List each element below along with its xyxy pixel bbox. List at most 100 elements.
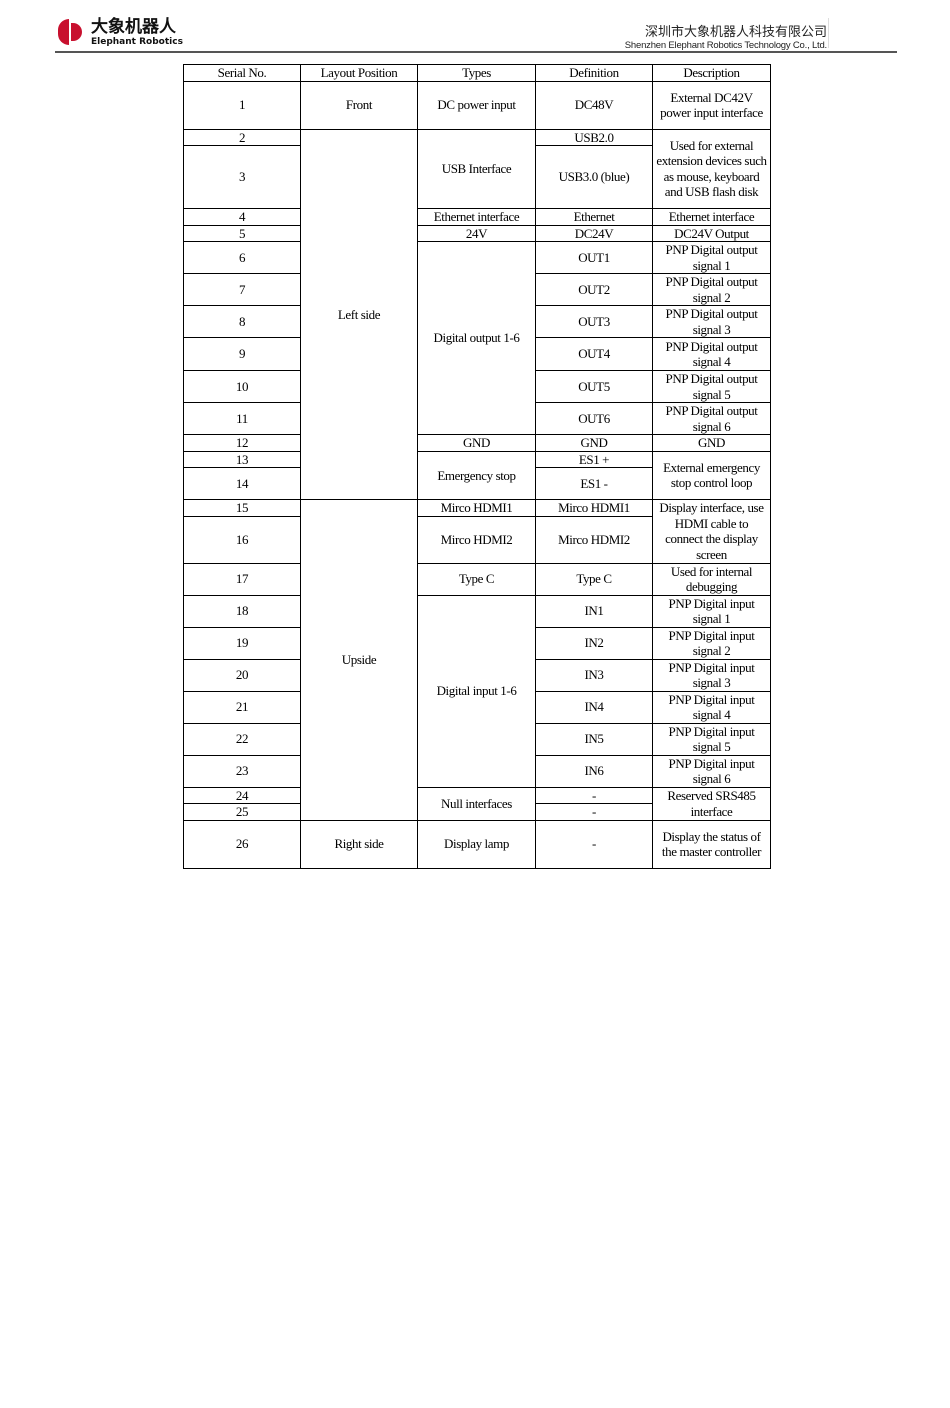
- header-divider: [828, 18, 829, 48]
- serial-cell: 8: [183, 305, 301, 338]
- definition-cell: OUT5: [535, 370, 653, 403]
- table-row: 2 Left side USB Interface USB2.0 Used for ex…: [183, 128, 771, 500]
- description-cell: GND: [652, 434, 771, 452]
- serial-cell: 22: [183, 722, 301, 756]
- type-cell: Null interfaces: [417, 786, 536, 821]
- column-header: Serial No.: [183, 64, 301, 82]
- serial-cell: 1: [183, 80, 301, 130]
- table-row: 23 IN6 PNP Digital input signal 6: [183, 754, 771, 788]
- table-row: 16 Mirco HDMI2 Mirco HDMI2: [183, 515, 771, 564]
- serial-cell: 19: [183, 626, 301, 660]
- table-row: 3 USB3.0 (blue): [183, 145, 771, 209]
- description-cell: PNP Digital input signal 3: [652, 658, 771, 692]
- definition-cell: IN5: [535, 722, 653, 756]
- serial-cell: 21: [183, 690, 301, 724]
- serial-cell: 10: [183, 370, 301, 403]
- description-cell: External DC42V power input interface: [652, 80, 771, 130]
- table-row: 17 Type C Type C Used for internal debuggin…: [183, 562, 771, 596]
- definition-cell: OUT3: [535, 305, 653, 338]
- logo-name-en: Elephant Robotics: [91, 36, 183, 47]
- type-cell: Display lamp: [417, 819, 536, 869]
- layout-position-cell: Right side: [300, 819, 418, 869]
- table-row: 21 IN4 PNP Digital input signal 4: [183, 690, 771, 724]
- table-row: 5 24V DC24V DC24V Output: [183, 224, 771, 242]
- type-cell: Ethernet interface: [417, 208, 536, 226]
- serial-cell: 5: [183, 224, 301, 242]
- serial-cell: 16: [183, 515, 301, 564]
- definition-cell: Type C: [535, 562, 653, 596]
- layout-position-cell: Front: [300, 80, 418, 130]
- type-cell: 24V: [417, 224, 536, 242]
- description-cell: PNP Digital input signal 5: [652, 722, 771, 756]
- table-row: 1 Front DC power input DC48V External DC42V …: [183, 80, 771, 130]
- description-cell: Used for external extension devices such…: [652, 128, 771, 209]
- description-cell: Used for internal debugging: [652, 562, 771, 596]
- logo-name-cn: 大象机器人: [91, 16, 176, 37]
- definition-cell: OUT4: [535, 337, 653, 371]
- definition-cell: GND: [535, 434, 653, 452]
- serial-cell: 6: [183, 241, 301, 274]
- column-header: Description: [652, 64, 771, 82]
- table-row: 10 OUT5 PNP Digital output signal 5: [183, 370, 771, 403]
- description-cell: PNP Digital output signal 1: [652, 241, 771, 274]
- column-header: Types: [417, 64, 536, 82]
- serial-cell: 15: [183, 499, 301, 517]
- table-row: 9 OUT4 PNP Digital output signal 4: [183, 337, 771, 371]
- description-cell: PNP Digital input signal 4: [652, 690, 771, 724]
- definition-cell: OUT6: [535, 402, 653, 435]
- table-row: 4 Ethernet interface Ethernet Ethernet inte…: [183, 208, 771, 226]
- table-row: 7 OUT2 PNP Digital output signal 2: [183, 273, 771, 306]
- definition-cell: USB3.0 (blue): [535, 145, 653, 209]
- definition-cell: USB2.0: [535, 128, 653, 146]
- definition-cell: ES1 -: [535, 467, 653, 500]
- table-row: 8 OUT3 PNP Digital output signal 3: [183, 305, 771, 338]
- serial-cell: 18: [183, 594, 301, 628]
- description-cell: PNP Digital input signal 2: [652, 626, 771, 660]
- description-cell: PNP Digital output signal 2: [652, 273, 771, 306]
- description-cell: PNP Digital input signal 1: [652, 594, 771, 628]
- definition-cell: IN6: [535, 754, 653, 788]
- type-cell: DC power input: [417, 80, 536, 130]
- table-row: 12 GND GND GND: [183, 434, 771, 452]
- serial-cell: 20: [183, 658, 301, 692]
- description-cell: PNP Digital input signal 6: [652, 754, 771, 788]
- definition-cell: DC24V: [535, 224, 653, 242]
- description-cell: PNP Digital output signal 5: [652, 370, 771, 403]
- definition-cell: IN2: [535, 626, 653, 660]
- description-cell: Display the status of the master control…: [652, 819, 771, 869]
- interface-table: Serial No. Layout Position Types Definition…: [183, 64, 771, 869]
- column-header: Layout Position: [300, 64, 418, 82]
- definition-cell: OUT1: [535, 241, 653, 274]
- serial-cell: 14: [183, 467, 301, 500]
- serial-cell: 11: [183, 402, 301, 435]
- definition-cell: Mirco HDMI2: [535, 515, 653, 564]
- description-cell: Reserved SRS485 interface: [652, 786, 771, 821]
- table-row: 26 Right side Display lamp - Display the sta…: [183, 819, 771, 869]
- company-name-en: Shenzhen Elephant Robotics Technology Co…: [624, 40, 827, 51]
- table-row: 6 Digital output 1-6 OUT1 PNP Digital outpu…: [183, 241, 771, 435]
- header-rule: [55, 51, 897, 53]
- serial-cell: 7: [183, 273, 301, 306]
- serial-cell: 23: [183, 754, 301, 788]
- table-header-row: Serial No. Layout Position Types Definition…: [183, 64, 771, 82]
- serial-cell: 12: [183, 434, 301, 452]
- definition-cell: -: [535, 803, 653, 821]
- description-cell: External emergency stop control loop: [652, 450, 771, 500]
- type-cell: Type C: [417, 562, 536, 596]
- definition-cell: IN3: [535, 658, 653, 692]
- table-row: 11 OUT6 PNP Digital output signal 6: [183, 402, 771, 435]
- table-row: 14 ES1 -: [183, 467, 771, 500]
- elephant-logo-icon: [55, 17, 85, 47]
- definition-cell: OUT2: [535, 273, 653, 306]
- definition-cell: IN1: [535, 594, 653, 628]
- serial-cell: 26: [183, 819, 301, 869]
- type-cell: Mirco HDMI2: [417, 515, 536, 564]
- serial-cell: 24: [183, 786, 301, 804]
- company-name-cn: 深圳市大象机器人科技有限公司: [644, 25, 827, 40]
- serial-cell: 25: [183, 803, 301, 821]
- definition-cell: Ethernet: [535, 208, 653, 226]
- description-cell: PNP Digital output signal 3: [652, 305, 771, 338]
- table-row: 24 Null interfaces - Reserved SRS485 interf…: [183, 786, 771, 821]
- serial-cell: 9: [183, 337, 301, 371]
- type-cell: Digital output 1-6: [417, 241, 536, 435]
